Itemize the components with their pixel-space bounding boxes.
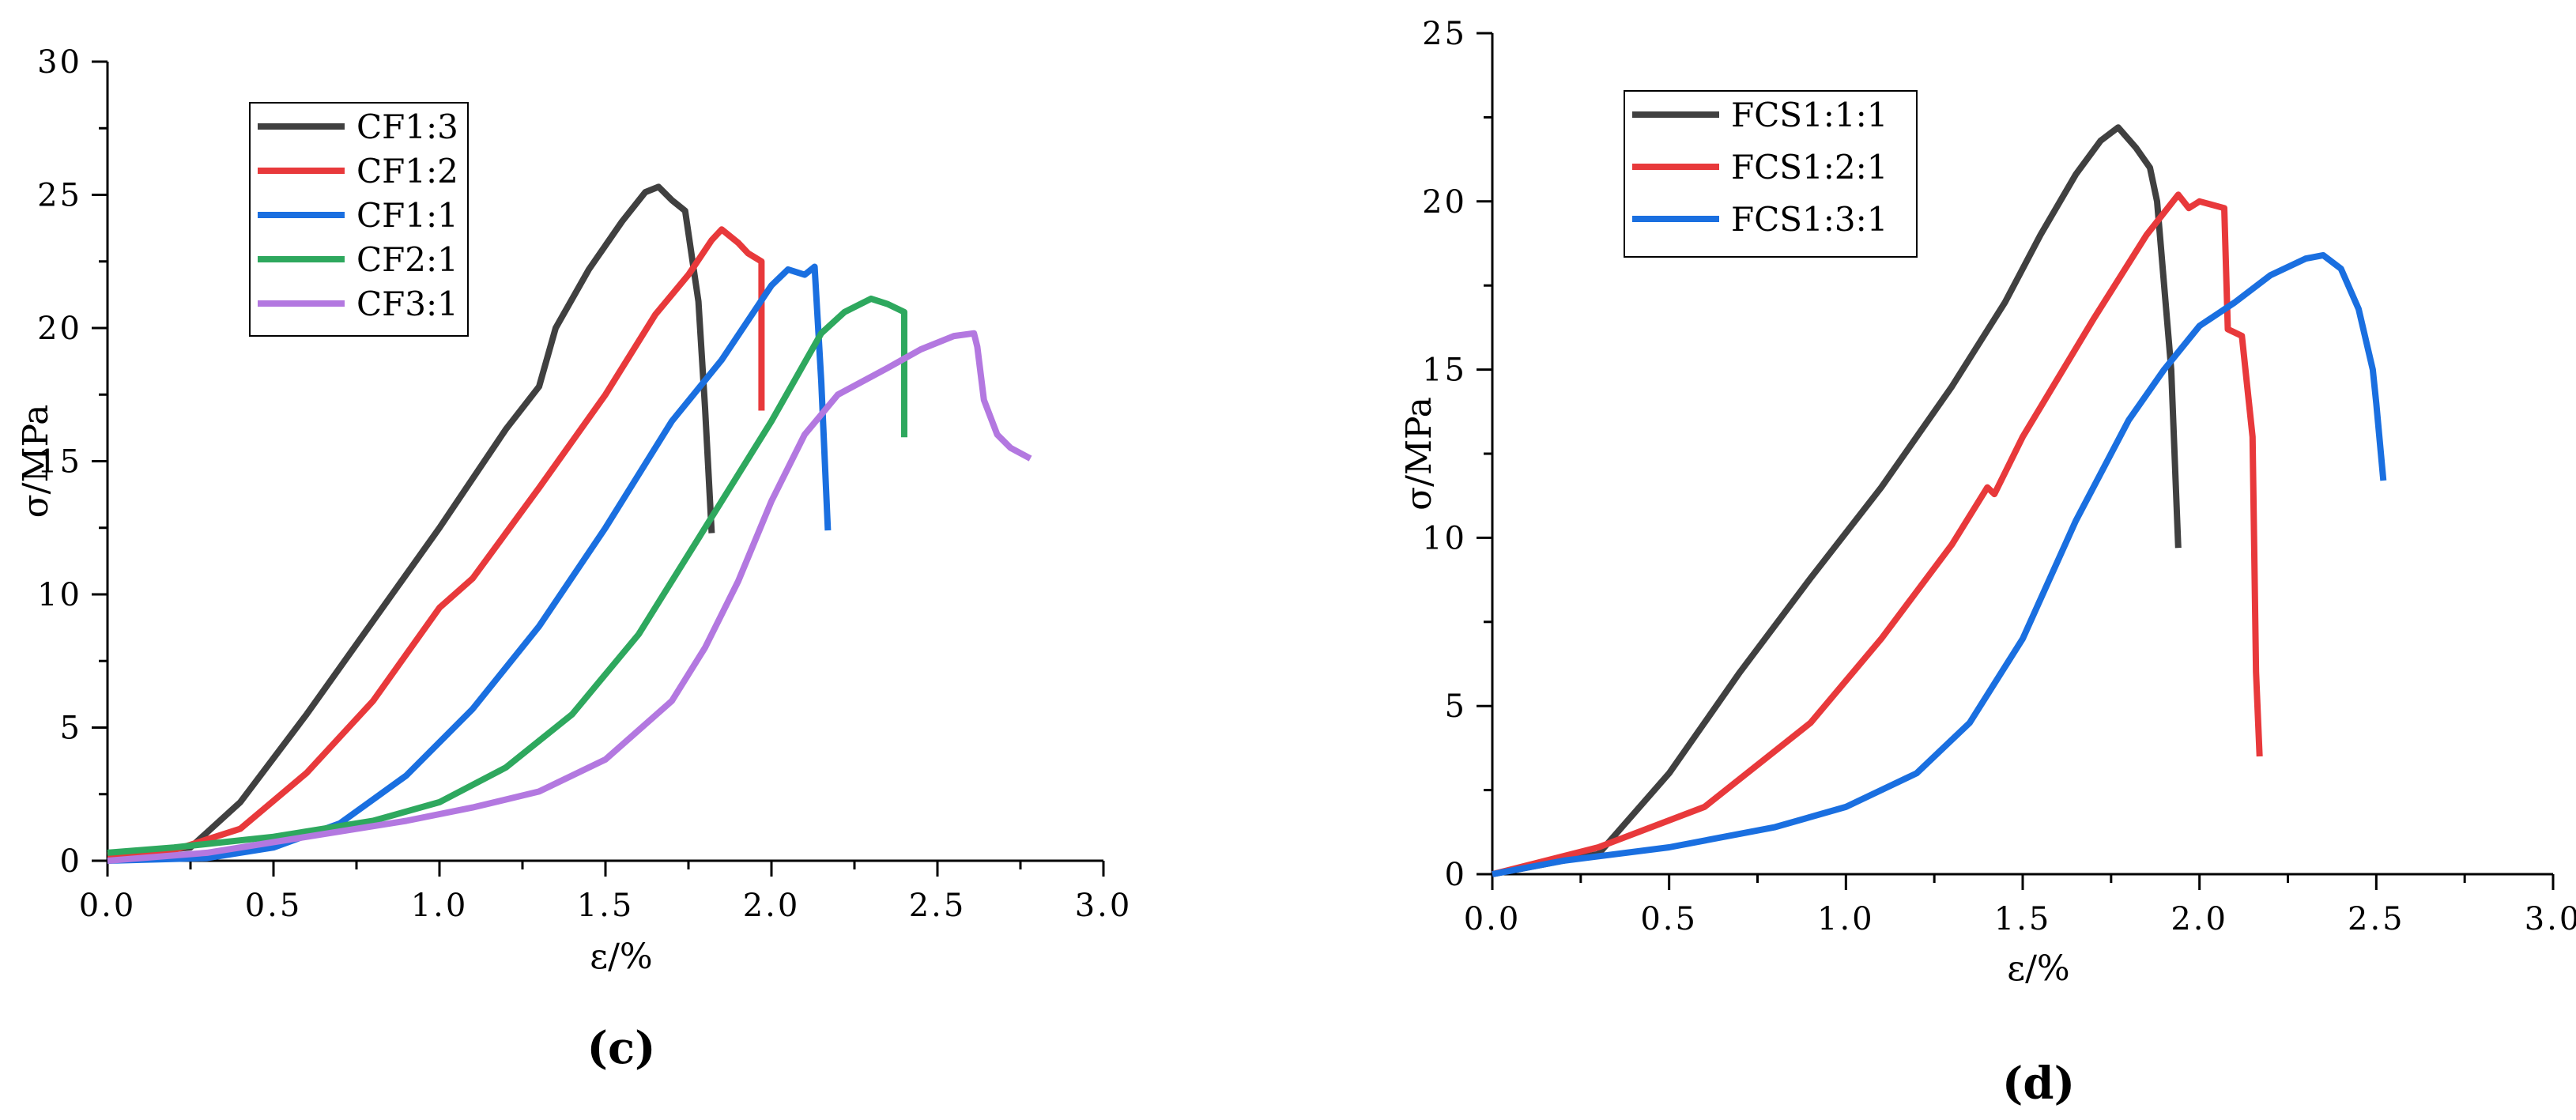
y-axis-title-d: σ/MPa — [1399, 397, 1439, 511]
chart-c: 0.0 0.5 1.0 1.5 2.0 2.5 3.0 0 5 10 15 20 25 30 ε/% σ/MP… — [16, 44, 1133, 1074]
y-tick-label-c: 25 — [37, 178, 82, 214]
y-axis-title-c: σ/MPa — [16, 405, 56, 519]
chart-d: 0.0 0.5 1.0 1.5 2.0 2.5 3.0 0 5 10 15 20 25 ε/% σ/MPa F… — [1399, 16, 2576, 1110]
x-tick-label-c: 3.0 — [1075, 888, 1133, 924]
legend-label-CF3:1: CF3:1 — [356, 285, 458, 323]
panel-label-c: (c) — [586, 1022, 655, 1074]
x-tick-label-d: 1.0 — [1817, 901, 1875, 937]
series-line-FCS1:3:1 — [1492, 251, 2387, 877]
y-tick-label-c: 10 — [37, 577, 82, 613]
y-tick-label-d: 25 — [1422, 16, 1467, 52]
series-line-CF1:3 — [107, 183, 715, 859]
x-tick-label-d: 0.0 — [1464, 901, 1522, 937]
x-axis-title-d: ε/% — [2007, 948, 2069, 989]
series-line-CF3:1 — [107, 330, 1032, 864]
y-tick-label-d: 10 — [1422, 520, 1467, 556]
series-line-FCS1:1:1 — [1492, 124, 2182, 877]
legend-box-d — [1624, 90, 1918, 258]
legend-label-CF1:3: CF1:3 — [356, 107, 458, 146]
panel-label-d: (d) — [2002, 1058, 2075, 1110]
x-tick-label-c: 2.5 — [909, 888, 967, 924]
x-tick-label-c: 0.0 — [79, 888, 137, 924]
x-axis-title-c: ε/% — [590, 937, 652, 977]
y-tick-label-c: 20 — [37, 311, 82, 347]
legend-box-c — [249, 102, 469, 337]
legend-label-CF1:1: CF1:1 — [356, 196, 458, 235]
y-tick-label-d: 20 — [1422, 184, 1467, 221]
y-tick-label-c: 15 — [37, 444, 82, 481]
x-tick-label-c: 0.5 — [245, 888, 303, 924]
legend-label-FCS1:3:1: FCS1:3:1 — [1731, 200, 1888, 239]
legend-label-FCS1:1:1: FCS1:1:1 — [1731, 96, 1888, 134]
series-line-CF2:1 — [107, 295, 907, 856]
y-tick-label-d: 5 — [1445, 688, 1467, 725]
legend-label-FCS1:2:1: FCS1:2:1 — [1731, 148, 1888, 187]
series-line-CF1:2 — [107, 226, 765, 859]
x-tick-label-d: 1.5 — [1994, 901, 2052, 937]
y-tick-label-d: 0 — [1445, 857, 1467, 893]
y-tick-label-c: 5 — [60, 711, 82, 747]
x-tick-label-d: 2.5 — [2348, 901, 2405, 937]
x-tick-label-c: 1.0 — [411, 888, 469, 924]
x-tick-label-d: 2.0 — [2171, 901, 2228, 937]
x-tick-label-d: 0.5 — [1640, 901, 1698, 937]
y-tick-label-c: 30 — [37, 44, 82, 81]
y-tick-label-c: 0 — [60, 843, 82, 880]
y-tick-label-d: 15 — [1422, 353, 1467, 389]
series-line-FCS1:2:1 — [1492, 191, 2263, 877]
x-tick-label-d: 3.0 — [2525, 901, 2576, 937]
legend-label-CF2:1: CF2:1 — [356, 240, 458, 279]
series-line-CF1:1 — [107, 263, 832, 864]
x-tick-label-c: 1.5 — [577, 888, 635, 924]
legend-label-CF1:2: CF1:2 — [356, 152, 458, 190]
x-tick-label-c: 2.0 — [743, 888, 801, 924]
